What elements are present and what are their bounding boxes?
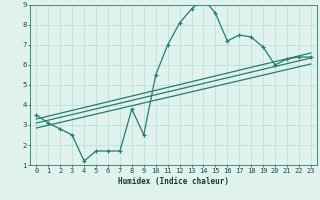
X-axis label: Humidex (Indice chaleur): Humidex (Indice chaleur)	[118, 177, 229, 186]
